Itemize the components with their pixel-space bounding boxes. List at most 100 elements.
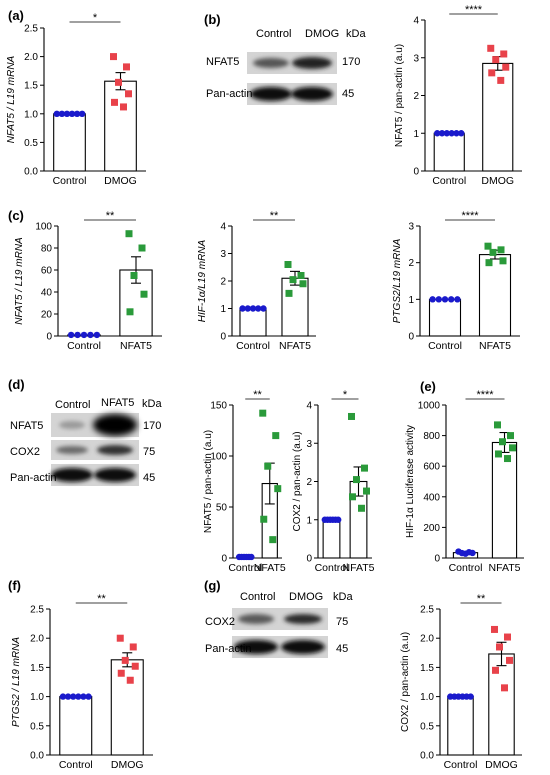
y-tick-label: 0.5 [30, 721, 44, 732]
data-point [255, 305, 262, 312]
y-tick-label: 2.0 [30, 634, 44, 645]
x-tick-label: NFAT5 [254, 562, 286, 574]
chart-a: 0.0 0.5 1.0 1.5 2.0 2.5 NFAT5 / L19 mRNA Contro… [6, 12, 146, 187]
blot-d-nfat5 [51, 413, 139, 437]
y-tick-label: 1000 [418, 401, 441, 412]
protein-band [281, 640, 325, 654]
y-axis-label: COX2 / pan-actin (a.u) [400, 632, 411, 732]
y-tick-label: 1.0 [24, 109, 38, 120]
data-point [272, 432, 280, 440]
data-point [285, 289, 293, 297]
protein-band [94, 468, 136, 482]
x-tick-label: NFAT5 [120, 340, 152, 352]
blot-row-label: Pan-actin [206, 88, 253, 100]
data-point [492, 666, 499, 674]
y-tick-label: 1 [220, 304, 226, 315]
data-point [489, 248, 497, 256]
data-point [75, 693, 82, 700]
chart-c1: 0 20 40 60 80 100 NFAT5 / L19 mRNA Control NFAT5… [14, 210, 162, 352]
data-point [361, 464, 368, 472]
x-tick-label: Control [315, 562, 349, 574]
data-point [363, 487, 370, 495]
data-point [85, 693, 92, 700]
y-tick-label: 0.0 [24, 167, 38, 178]
data-point [140, 290, 148, 298]
panel-letter-c: (c) [8, 208, 24, 223]
y-tick-label: 20 [41, 310, 53, 321]
data-point [248, 553, 255, 561]
data-point [453, 130, 460, 137]
y-tick-label: 0.0 [30, 751, 44, 762]
blot-row-kda: 45 [342, 88, 355, 100]
data-point [299, 280, 307, 288]
protein-band [284, 614, 322, 624]
bar [239, 307, 267, 337]
bar [53, 113, 86, 172]
data-point [80, 693, 87, 700]
data-point [130, 272, 138, 279]
blot-lane-label: DMOG [289, 591, 324, 603]
data-point [454, 296, 461, 303]
y-tick-label: 60 [41, 266, 53, 277]
data-point [125, 90, 132, 98]
y-tick-label: 2.0 [24, 52, 38, 63]
data-point [111, 98, 118, 106]
data-point [260, 515, 268, 523]
data-point [504, 455, 511, 463]
data-point [131, 662, 139, 670]
significance-label: * [343, 389, 348, 401]
data-point [244, 305, 251, 312]
y-axis-label: NFAT5 / pan-actin (a.u) [203, 430, 214, 533]
blot-g-panactin [232, 636, 328, 658]
y-tick-label: 2.5 [24, 24, 38, 35]
data-point [497, 76, 505, 84]
data-point [485, 259, 493, 267]
data-point [121, 656, 129, 664]
protein-band [238, 614, 274, 624]
blot-row-label: NFAT5 [206, 56, 240, 68]
data-point [488, 69, 496, 77]
y-axis-label: COX2 / pan-actin (a.u) [292, 431, 303, 531]
panel-letter-f: (f) [8, 578, 21, 593]
data-point [499, 257, 507, 265]
significance-label: ** [477, 593, 486, 605]
y-axis-label: NFAT5 / L19 mRNA [6, 55, 17, 143]
data-point [334, 516, 342, 523]
data-point [506, 656, 513, 664]
protein-band [51, 468, 93, 482]
data-point [438, 130, 446, 137]
data-point [67, 331, 75, 339]
protein-band [97, 445, 133, 455]
y-tick-label: 2 [413, 91, 419, 102]
data-point [496, 643, 503, 651]
y-tick-label: 4 [413, 16, 419, 27]
blot-lane-label: DMOG [305, 28, 340, 40]
data-point [115, 78, 122, 86]
y-tick-label: 0 [408, 332, 414, 343]
y-tick-label: 1.0 [420, 692, 434, 703]
protein-band [253, 58, 289, 68]
bar [110, 659, 144, 756]
data-point [80, 331, 88, 339]
significance-label: ** [270, 210, 279, 222]
y-tick-label: 40 [41, 288, 53, 299]
data-point [117, 669, 125, 677]
data-point [87, 331, 94, 339]
panel-letter-b: (b) [204, 12, 221, 27]
significance-label: ** [97, 593, 106, 605]
blot-row-kda: 45 [336, 643, 349, 655]
y-tick-label: 3 [220, 249, 226, 260]
y-axis-label: NFAT5 / L19 mRNA [14, 237, 25, 325]
data-point [120, 103, 127, 111]
protein-band [234, 640, 278, 654]
y-axis-label: PTGS2 / L19 mRNA [11, 637, 22, 727]
data-point [507, 432, 514, 440]
y-tick-label: 0 [306, 554, 312, 565]
data-point [434, 130, 441, 137]
x-tick-label: DMOG [485, 759, 518, 771]
x-tick-label: Control [444, 759, 478, 771]
blot-membrane [51, 440, 139, 460]
x-tick-label: NFAT5 [279, 340, 311, 352]
